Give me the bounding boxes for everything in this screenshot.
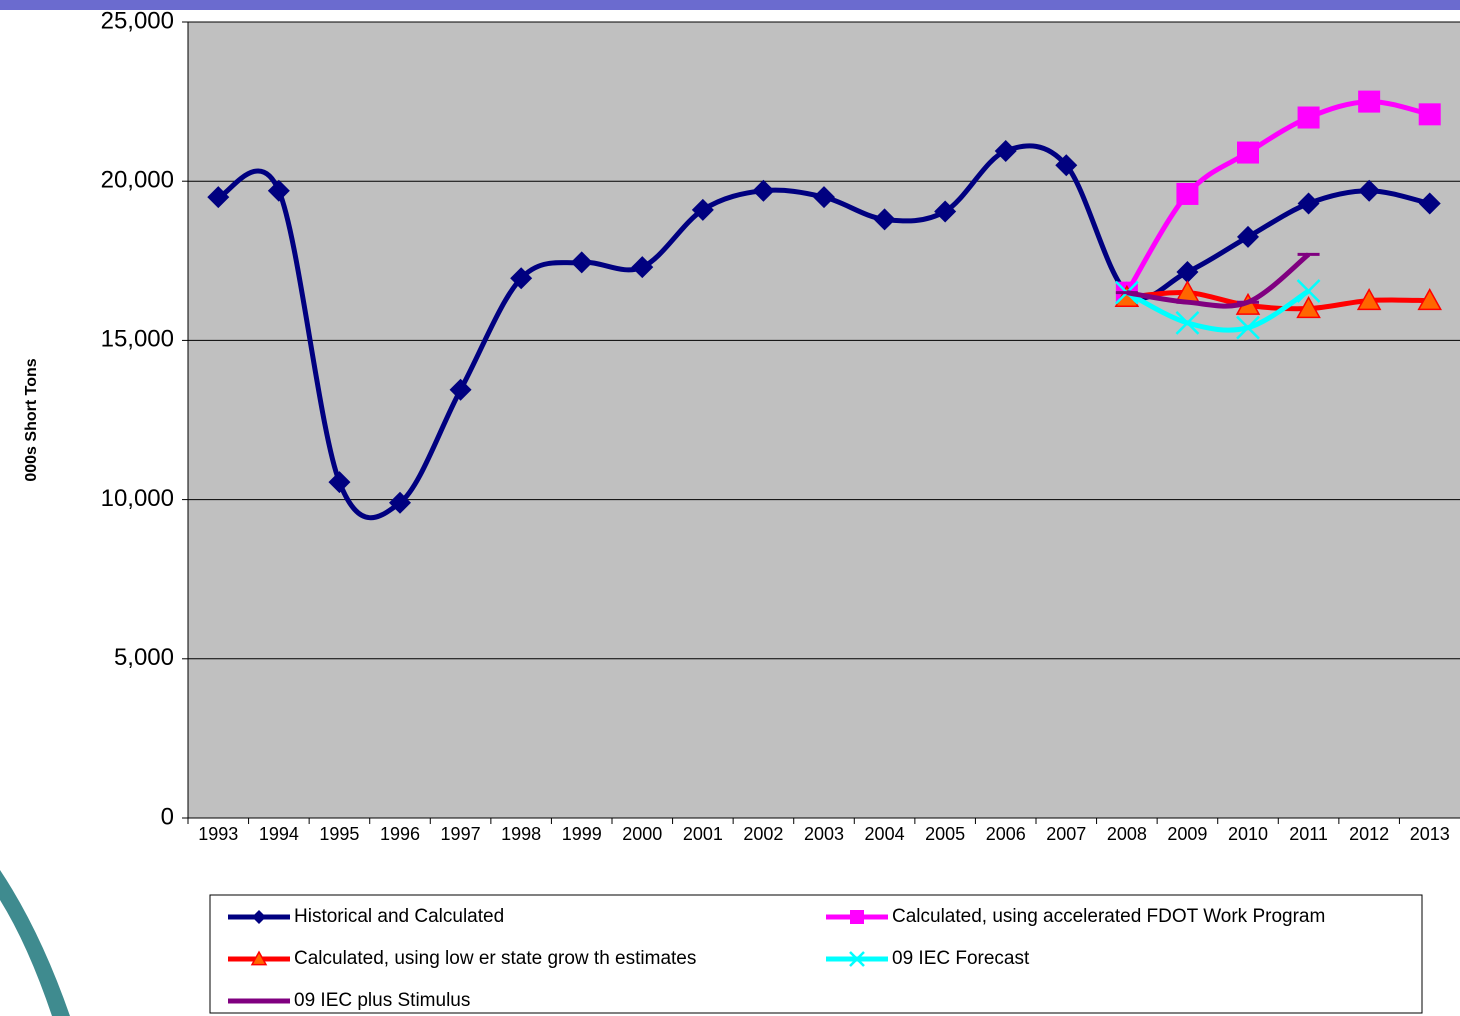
x-tick-label: 2004 [865, 824, 905, 844]
marker [752, 179, 775, 202]
x-tick-label: 2005 [925, 824, 965, 844]
marker [1176, 182, 1199, 205]
x-tick-label: 2009 [1167, 824, 1207, 844]
x-tick-label: 2001 [683, 824, 723, 844]
series-line [1126, 252, 1311, 309]
legend-label: Historical and Calculated [294, 906, 504, 927]
x-tick-label: 1994 [259, 824, 299, 844]
x-tick-label: 2010 [1228, 824, 1268, 844]
x-tick-label: 1995 [319, 824, 359, 844]
x-tick-label: 2013 [1410, 824, 1450, 844]
x-tick-label: 2002 [743, 824, 783, 844]
legend-label: 09 IEC plus Stimulus [294, 990, 470, 1011]
marker [449, 378, 472, 401]
marker [873, 208, 896, 231]
marker [1176, 260, 1199, 283]
y-tick-label: 25,000 [101, 7, 174, 34]
marker [1055, 154, 1078, 177]
marker [250, 950, 268, 966]
marker [252, 910, 266, 924]
marker [570, 251, 593, 274]
marker [691, 198, 714, 221]
marker [1297, 106, 1320, 129]
x-tick-label: 1993 [198, 824, 238, 844]
marker [849, 951, 865, 967]
marker [1237, 225, 1259, 248]
marker [1418, 103, 1441, 126]
decoration [0, 870, 70, 1016]
legend-label: Calculated, using low er state grow th e… [294, 948, 696, 969]
y-tick-label: 20,000 [101, 167, 174, 194]
marker [1296, 279, 1321, 303]
x-tick-label: 2008 [1107, 824, 1147, 844]
marker [1418, 192, 1441, 215]
y-axis-label: 000s Short Tons [23, 358, 40, 481]
marker [994, 139, 1017, 162]
marker [267, 179, 290, 202]
legend [209, 894, 1423, 1014]
y-tick-label: 10,000 [101, 485, 174, 512]
marker [934, 200, 957, 223]
marker [1356, 288, 1382, 311]
marker [631, 256, 654, 279]
marker [207, 186, 230, 209]
y-tick-label: 15,000 [101, 326, 174, 353]
marker [1358, 179, 1381, 202]
marker [1236, 315, 1260, 340]
x-tick-label: 1999 [562, 824, 602, 844]
x-tick-label: 2007 [1046, 824, 1086, 844]
marker [1175, 311, 1200, 335]
legend-label: 09 IEC Forecast [892, 948, 1030, 969]
marker [389, 491, 411, 514]
marker [1237, 141, 1259, 164]
x-tick-label: 1998 [501, 824, 541, 844]
marker [850, 910, 864, 924]
x-tick-label: 1996 [380, 824, 420, 844]
marker [1417, 288, 1442, 311]
y-tick-label: 5,000 [114, 644, 174, 671]
marker [1296, 296, 1321, 319]
series-line [1125, 288, 1310, 333]
x-tick-label: 2011 [1289, 824, 1328, 844]
marker [1297, 192, 1320, 215]
x-tick-label: 2000 [622, 824, 662, 844]
y-tick-label: 0 [161, 803, 174, 830]
x-tick-label: 2003 [804, 824, 844, 844]
marker [510, 267, 533, 290]
x-tick-label: 2012 [1349, 824, 1389, 844]
marker [1358, 90, 1381, 113]
legend-label: Calculated, using accelerated FDOT Work … [892, 906, 1325, 927]
marker [813, 186, 835, 209]
marker [328, 471, 351, 494]
x-tick-label: 1997 [441, 824, 481, 844]
top-bar [0, 0, 1460, 10]
x-tick-label: 2006 [986, 824, 1026, 844]
